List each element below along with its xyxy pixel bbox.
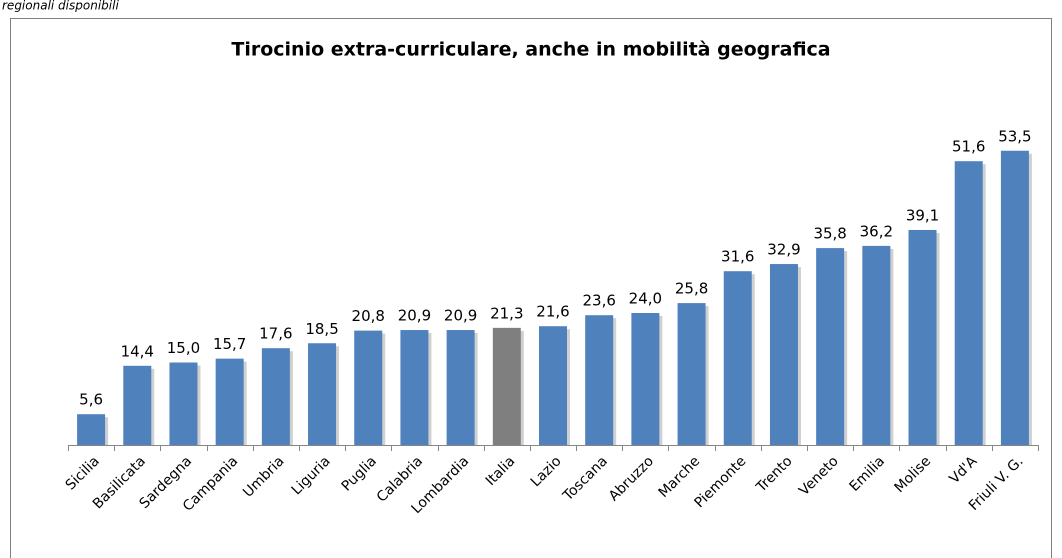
bar [677, 303, 706, 445]
data-label: 20,9 [444, 307, 477, 325]
bar [769, 264, 798, 445]
data-label: 24,0 [629, 290, 662, 308]
data-label: 53,5 [998, 127, 1031, 145]
data-label: 35,8 [813, 225, 846, 243]
bar [123, 365, 152, 445]
bar [585, 315, 614, 445]
data-label: 32,9 [767, 241, 800, 259]
data-label: 14,4 [121, 342, 154, 360]
data-label: 17,6 [259, 325, 292, 343]
bar [816, 248, 845, 445]
data-label: 21,3 [490, 304, 523, 322]
data-label: 23,6 [582, 292, 615, 310]
bar [169, 362, 198, 445]
bar [446, 330, 475, 445]
bar [261, 348, 290, 445]
data-label: 15,7 [213, 335, 246, 353]
bar [1000, 150, 1029, 445]
caption: regionali disponibili [2, 0, 119, 13]
bar [400, 330, 429, 445]
bar [631, 313, 660, 445]
bar [308, 343, 337, 445]
bar [954, 161, 983, 445]
data-label: 51,6 [952, 138, 985, 156]
data-label: 39,1 [906, 206, 939, 224]
bar [77, 414, 106, 445]
data-label: 21,6 [536, 303, 569, 321]
bar [354, 330, 383, 445]
data-label: 31,6 [721, 248, 754, 266]
data-label: 36,2 [860, 222, 893, 240]
data-label: 20,9 [398, 307, 431, 325]
data-label: 18,5 [305, 320, 338, 338]
data-label: 20,8 [352, 307, 385, 325]
data-label: 25,8 [675, 280, 708, 298]
data-label: 15,0 [167, 339, 200, 357]
bar [492, 327, 521, 445]
bar [539, 326, 567, 445]
data-label: 5,6 [79, 391, 103, 409]
bar [215, 358, 244, 445]
bar [862, 245, 891, 445]
bar [723, 271, 752, 445]
chart-title: Tirocinio extra-curriculare, anche in mo… [231, 39, 830, 61]
bar [908, 229, 937, 445]
